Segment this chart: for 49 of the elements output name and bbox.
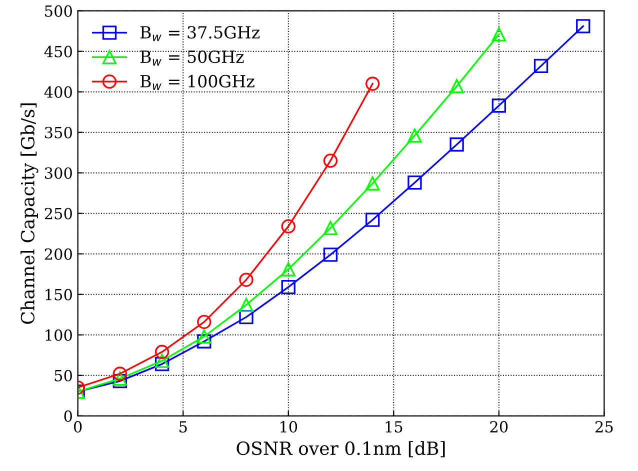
x-tick-label: 5 <box>180 421 187 433</box>
y-tick-label: 250 <box>44 208 72 220</box>
point <box>197 334 212 348</box>
x-tick-label: 10 <box>280 421 298 433</box>
point <box>323 220 338 236</box>
point <box>154 354 170 368</box>
y-tick-label: 100 <box>46 329 72 341</box>
legend-label: B$_{w}$ = 37.5GHz <box>140 26 260 42</box>
x-tick-label: 15 <box>386 421 402 433</box>
point <box>281 262 296 276</box>
point <box>492 27 506 42</box>
point <box>197 329 212 344</box>
point <box>576 19 590 34</box>
point <box>323 248 338 262</box>
point <box>323 154 338 168</box>
point <box>154 344 170 359</box>
point <box>154 356 170 372</box>
x-tick-label: 0 <box>74 421 82 433</box>
x-tick-label: 25 <box>596 421 613 433</box>
point <box>366 76 380 91</box>
y-tick-label: 300 <box>44 167 72 179</box>
y-tick-label: 350 <box>44 126 72 138</box>
y-tick-label: 50 <box>54 370 72 382</box>
point <box>492 98 506 113</box>
y-tick-label: 200 <box>44 248 72 260</box>
point <box>408 128 422 143</box>
x-axis-title: OSNR over 0.1nm [dB] <box>236 441 445 458</box>
point <box>239 298 254 312</box>
x-tick-label: 20 <box>490 421 508 433</box>
legend-label: B$_{w}$ = 100GHz <box>140 74 254 90</box>
point <box>281 280 296 294</box>
point <box>239 272 254 287</box>
point <box>408 175 422 190</box>
point <box>281 219 296 234</box>
point <box>450 79 464 94</box>
y-tick-label: 150 <box>46 288 72 300</box>
y-tick-label: 500 <box>45 5 72 17</box>
point <box>197 314 212 330</box>
point <box>239 310 254 324</box>
point <box>366 212 380 227</box>
y-tick-label: 0 <box>64 410 72 422</box>
point <box>450 137 464 152</box>
legend-label: B$_{w}$ = 50GHz <box>140 50 244 66</box>
y-axis-title: Channel Capacity [Gb/s] <box>20 103 38 324</box>
y-tick-label: 450 <box>44 46 72 58</box>
point <box>534 58 548 74</box>
point <box>366 176 380 190</box>
y-tick-label: 400 <box>44 86 72 98</box>
point <box>112 366 128 381</box>
